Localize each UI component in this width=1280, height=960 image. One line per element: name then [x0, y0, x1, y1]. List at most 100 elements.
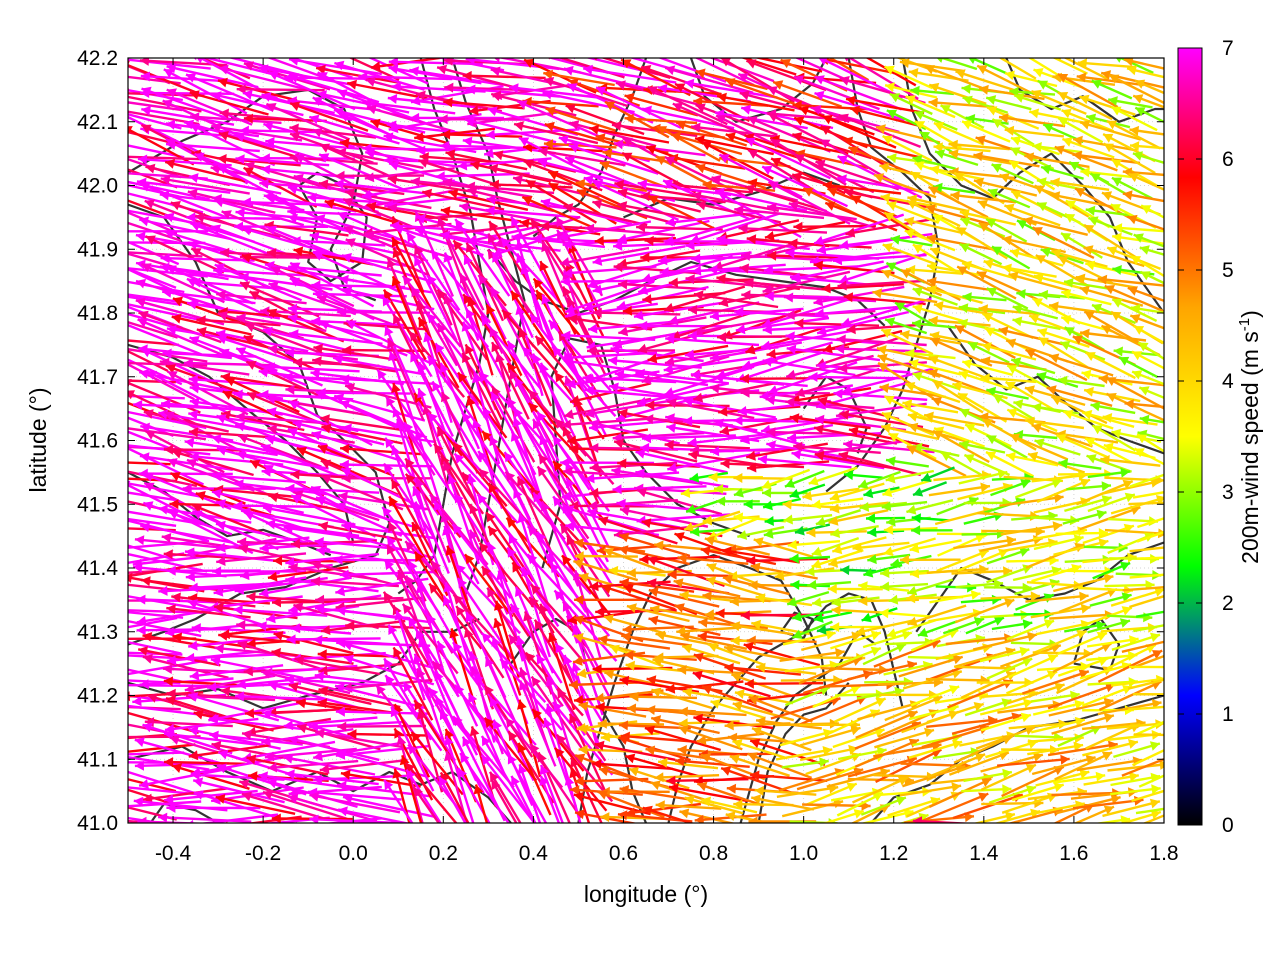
- wind-arrow-head: [754, 785, 764, 796]
- wind-arrow-head: [825, 629, 836, 640]
- wind-arrow-head: [133, 796, 144, 807]
- wind-arrow: [218, 64, 310, 92]
- wind-arrow-head: [182, 483, 192, 494]
- wind-arrow-shaft: [266, 58, 328, 80]
- wind-arrow-shaft: [128, 339, 179, 346]
- wind-arrow-head: [193, 58, 197, 61]
- wind-arrow-head: [289, 401, 300, 410]
- wind-arrow-head: [117, 55, 127, 65]
- wind-arrow: [211, 122, 303, 142]
- wind-arrow-head: [288, 184, 298, 195]
- wind-arrow-head: [239, 570, 250, 581]
- wind-arrow-head: [189, 670, 200, 681]
- wind-arrow: [188, 409, 282, 427]
- wind-arrow-shaft: [136, 180, 231, 194]
- wind-arrow-head: [210, 656, 221, 667]
- wind-arrow-shaft: [163, 552, 249, 560]
- wind-arrow-shaft: [185, 653, 280, 660]
- wind-arrow: [189, 90, 269, 116]
- wind-arrow-head: [768, 44, 778, 53]
- wind-arrow-shaft: [241, 226, 333, 255]
- wind-arrow-shaft: [239, 281, 320, 318]
- wind-arrow: [243, 335, 320, 373]
- wind-arrow-head: [209, 714, 219, 725]
- wind-arrow-head: [261, 164, 271, 175]
- wind-arrow-shaft: [188, 693, 280, 722]
- wind-arrow-shaft: [273, 632, 354, 655]
- wind-arrow-head: [166, 88, 177, 98]
- wind-arrow: [215, 794, 296, 815]
- wind-arrow-head: [136, 278, 147, 289]
- wind-arrow-head: [790, 579, 800, 590]
- wind-arrow: [141, 86, 231, 121]
- wind-arrow-head: [698, 617, 708, 628]
- wind-arrow: [128, 267, 208, 278]
- wind-arrow-head: [107, 802, 116, 812]
- wind-arrow-head: [188, 726, 199, 736]
- wind-arrow-shaft: [128, 144, 185, 159]
- wind-arrow-head: [289, 58, 299, 66]
- wind-arrow-shaft: [261, 93, 353, 122]
- wind-arrow-head: [283, 372, 293, 383]
- wind-arrow-head: [196, 315, 206, 326]
- wind-arrow-head: [260, 306, 270, 317]
- wind-arrow-head: [142, 632, 153, 642]
- wind-arrow-shaft: [128, 199, 176, 220]
- wind-arrow-shaft: [191, 503, 271, 538]
- wind-arrow: [267, 424, 355, 444]
- wind-arrow-shaft: [290, 494, 377, 538]
- wind-arrow-shaft: [190, 773, 285, 781]
- wind-arrow: [184, 674, 276, 694]
- contour-line: [915, 541, 1164, 633]
- wind-arrow-head: [263, 121, 274, 132]
- wind-arrow-head: [161, 399, 171, 409]
- wind-arrow-shaft: [140, 262, 225, 304]
- wind-arrow: [184, 547, 279, 563]
- wind-arrow-shaft: [241, 792, 327, 821]
- wind-arrow-head: [212, 471, 222, 482]
- wind-arrow-head: [266, 613, 276, 624]
- wind-arrow-head: [218, 165, 229, 174]
- wind-arrow: [143, 409, 229, 433]
- wind-arrow-head: [236, 620, 246, 630]
- wind-arrow-head: [315, 594, 325, 605]
- wind-arrow-head: [158, 504, 169, 515]
- wind-arrow-shaft: [137, 157, 232, 167]
- wind-arrow-head: [377, 369, 387, 380]
- wind-arrow-head: [249, 291, 260, 301]
- wind-arrow-shaft: [128, 786, 211, 797]
- wind-arrow-head: [267, 424, 278, 435]
- wind-arrow-head: [135, 231, 146, 242]
- wind-arrow-head: [140, 422, 150, 433]
- wind-arrow-shaft: [134, 738, 226, 766]
- wind-arrow-head: [715, 608, 725, 619]
- wind-arrow-shaft: [140, 127, 235, 138]
- wind-arrow-head: [117, 440, 127, 450]
- wind-arrow: [163, 549, 249, 560]
- wind-arrow-head: [138, 310, 149, 321]
- wind-arrow: [668, 277, 754, 288]
- wind-arrow-head: [136, 625, 146, 636]
- wind-arrow-head: [293, 357, 303, 368]
- wind-arrow-head: [648, 615, 659, 626]
- wind-arrow: [128, 616, 178, 629]
- wind-arrow-head: [169, 499, 179, 510]
- wind-arrow-shaft: [262, 328, 355, 353]
- wind-arrow-head: [94, 735, 103, 745]
- wind-arrow-head: [193, 777, 204, 788]
- wind-arrow-shaft: [128, 461, 171, 466]
- wind-arrow-head: [292, 419, 303, 430]
- wind-arrow-head: [184, 437, 195, 448]
- wind-arrow-head: [216, 290, 226, 300]
- wind-arrow-head: [243, 666, 253, 677]
- wind-arrow: [128, 609, 203, 614]
- wind-arrow-shaft: [159, 265, 254, 281]
- wind-arrow: [257, 621, 352, 635]
- wind-arrow-head: [217, 311, 228, 321]
- wind-arrow-shaft: [665, 337, 760, 347]
- wind-arrow: [260, 444, 349, 481]
- wind-arrow-head: [84, 482, 94, 492]
- wind-arrow-shaft: [245, 360, 325, 400]
- wind-arrow-shaft: [234, 133, 326, 163]
- wind-arrow-head: [242, 729, 252, 740]
